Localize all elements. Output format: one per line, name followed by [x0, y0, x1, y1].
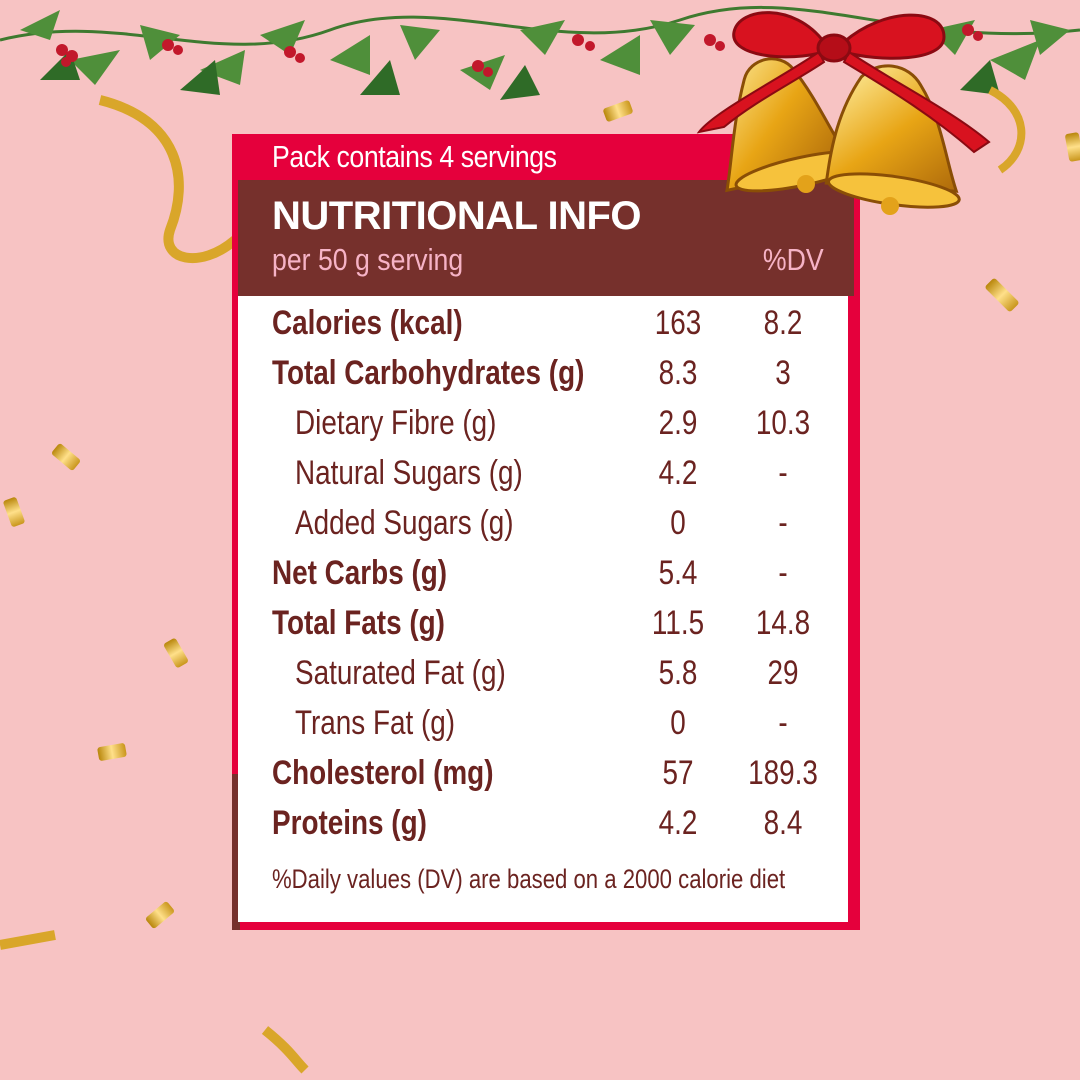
nutrient-name: Net Carbs (g) [272, 554, 448, 592]
holly-garland-icon [0, 5, 1080, 100]
gold-confetti-icon [1064, 131, 1080, 163]
nutrient-amount: 4.2 [658, 804, 698, 842]
nutrient-dv: 14.8 [755, 604, 811, 642]
table-row: Added Sugars (g) 0 - [238, 496, 848, 546]
gold-confetti-icon [96, 742, 128, 762]
table-row: Dietary Fibre (g) 2.9 10.3 [238, 396, 848, 446]
nutrient-amount: 4.2 [658, 454, 698, 492]
label-side-strip [232, 774, 240, 930]
nutrient-dv: 3 [775, 354, 791, 392]
nutrient-name: Total Fats (g) [272, 604, 445, 642]
nutrient-dv: 8.4 [763, 804, 803, 842]
nutrient-amount: 0 [670, 504, 686, 542]
nutrient-dv: 29 [767, 654, 799, 692]
nutrient-name: Cholesterol (mg) [272, 754, 494, 792]
nutrient-dv: 10.3 [755, 404, 811, 442]
nutrient-dv: - [778, 704, 788, 742]
table-row: Cholesterol (mg) 57 189.3 [238, 746, 848, 796]
pack-servings-text: Pack contains 4 servings [272, 139, 557, 174]
table-row: Total Fats (g) 11.5 14.8 [238, 596, 848, 646]
nutrition-label: Pack contains 4 servings NUTRITIONAL INF… [232, 134, 860, 930]
nutrient-dv: 189.3 [748, 754, 818, 792]
nutrient-dv: - [778, 454, 788, 492]
nutrient-amount: 0 [670, 704, 686, 742]
label-header: NUTRITIONAL INFO per 50 g serving %DV [238, 180, 854, 296]
table-row: Saturated Fat (g) 5.8 29 [238, 646, 848, 696]
nutrient-dv: - [778, 504, 788, 542]
nutrient-name: Proteins (g) [272, 804, 427, 842]
nutrient-name: Added Sugars (g) [295, 504, 514, 542]
gold-confetti-icon [984, 277, 1020, 313]
nutrient-amount: 57 [662, 754, 694, 792]
dv-footnote: %Daily values (DV) are based on a 2000 c… [272, 864, 786, 894]
label-title: NUTRITIONAL INFO [272, 194, 642, 238]
gold-confetti-icon [2, 496, 26, 528]
table-row: Natural Sugars (g) 4.2 - [238, 446, 848, 496]
nutrient-amount: 8.3 [658, 354, 698, 392]
table-row: Calories (kcal) 163 8.2 [238, 296, 848, 346]
nutrient-dv: 8.2 [763, 304, 803, 342]
nutrient-amount: 5.4 [658, 554, 698, 592]
nutrient-dv: - [778, 554, 788, 592]
nutrient-amount: 11.5 [651, 604, 705, 642]
table-row: Trans Fat (g) 0 - [238, 696, 848, 746]
nutrient-name: Dietary Fibre (g) [295, 404, 497, 442]
nutrient-amount: 163 [654, 304, 702, 342]
nutrient-name: Trans Fat (g) [295, 704, 456, 742]
gold-confetti-icon [50, 442, 82, 472]
table-row: Total Carbohydrates (g) 8.3 3 [238, 346, 848, 396]
nutrient-amount: 2.9 [658, 404, 698, 442]
table-row: Net Carbs (g) 5.4 - [238, 546, 848, 596]
gold-confetti-icon [162, 637, 190, 669]
christmas-bells-icon [696, 11, 991, 215]
table-row: Proteins (g) 4.2 8.4 [238, 796, 848, 846]
serving-size-text: per 50 g serving [272, 242, 464, 277]
dv-column-header: %DV [763, 242, 824, 277]
nutrient-name: Total Carbohydrates (g) [272, 354, 585, 392]
nutrient-name: Saturated Fat (g) [295, 654, 506, 692]
gold-confetti-icon [144, 900, 176, 930]
nutrient-name: Natural Sugars (g) [295, 454, 523, 492]
nutrient-amount: 5.8 [658, 654, 698, 692]
nutrient-name: Calories (kcal) [272, 304, 463, 342]
nutrition-table: Calories (kcal) 163 8.2 Total Carbohydra… [238, 296, 848, 922]
